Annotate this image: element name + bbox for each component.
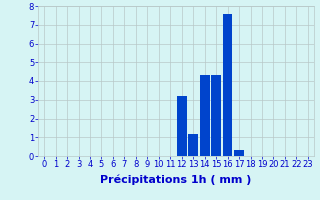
Bar [188,134,198,156]
Bar [234,150,244,156]
X-axis label: Précipitations 1h ( mm ): Précipitations 1h ( mm ) [100,175,252,185]
Bar [211,75,221,156]
Bar [200,75,210,156]
Bar [223,14,232,156]
Bar [177,96,187,156]
